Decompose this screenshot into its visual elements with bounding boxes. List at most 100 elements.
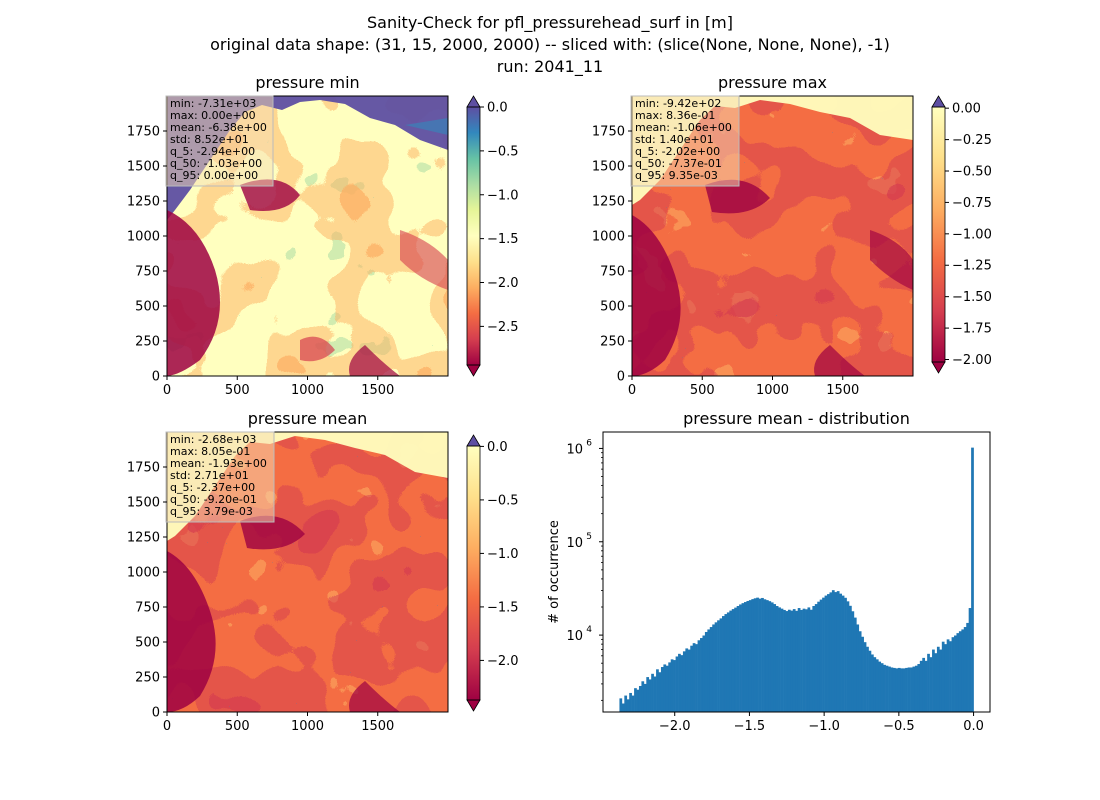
histogram-bar	[641, 681, 645, 712]
panel-title: pressure mean	[248, 409, 368, 428]
histogram-bar	[780, 608, 784, 712]
histogram-bar	[626, 699, 630, 712]
histogram-bar	[624, 695, 628, 712]
histogram-bar	[824, 595, 828, 712]
histogram-bar	[648, 679, 652, 712]
histogram-bar	[944, 644, 947, 712]
panel-distribution: pressure mean - distribution −2.0 −1.5 −1.…	[547, 409, 991, 734]
colorbar-tick-label: −1.00	[952, 227, 992, 242]
histogram-bar	[905, 667, 908, 712]
histogram-bar	[675, 656, 679, 712]
histogram-bar	[817, 601, 821, 712]
histogram-bar	[670, 659, 674, 712]
colorbar-tick-label: −1.50	[952, 290, 992, 305]
histogram-bar	[631, 695, 635, 712]
y-tick-label: 750	[135, 601, 160, 616]
histogram-bar	[658, 672, 662, 712]
panel-title: pressure mean - distribution	[683, 409, 910, 428]
stat-line: q_95: 9.35e-03	[635, 169, 718, 182]
histogram-bar	[792, 609, 796, 712]
colorbar: 0.0 −0.5 −1.0 −1.5 −2.0 −2.5	[466, 95, 519, 377]
histogram-bar	[929, 657, 933, 712]
histogram-bar	[800, 609, 803, 712]
histogram-bar	[690, 645, 694, 712]
stat-line: q_50: -7.37e-01	[635, 157, 722, 170]
histogram-bar	[709, 627, 713, 712]
y-tick-label: 750	[135, 265, 160, 280]
histogram-bar	[868, 650, 872, 712]
histogram-bar	[719, 618, 723, 712]
histogram-bar	[697, 640, 701, 712]
histogram-bar	[856, 624, 860, 712]
histogram-bar	[870, 654, 874, 712]
colorbar-tick-label: −2.0	[487, 276, 519, 291]
histogram-bar	[873, 657, 877, 712]
histogram-bar	[790, 610, 794, 712]
histogram-bar	[758, 598, 762, 712]
histogram-bar	[846, 601, 850, 712]
histogram-bar	[932, 649, 935, 712]
heatmap-axes: 0 500 1000 1500 0 250 500 750 1000 1250 1500 1750	[127, 461, 394, 735]
y-tick-label: 1250	[127, 195, 160, 210]
histogram-bar	[775, 606, 779, 712]
histogram-bar	[910, 667, 913, 712]
y-tick-label: 1000	[127, 566, 160, 581]
histogram-bar	[831, 590, 835, 712]
histogram-bar	[849, 605, 852, 712]
histogram-bar	[770, 602, 774, 712]
stat-line: q_5: -2.37e+00	[170, 481, 255, 494]
x-tick-label: 1000	[291, 719, 324, 734]
stat-line: std: 8.52e+01	[170, 133, 249, 146]
stat-line: q_5: -2.94e+00	[170, 145, 255, 158]
histogram-bar	[787, 609, 791, 712]
histogram-bar	[778, 607, 781, 712]
y-axis-label: # of occurrence	[547, 520, 562, 624]
histogram-bar	[726, 612, 730, 712]
colorbar-gradient	[932, 107, 945, 362]
histogram-bar	[756, 597, 759, 712]
histogram-bar	[966, 622, 969, 712]
stat-line: max: 8.36e-01	[635, 109, 715, 122]
x-tick-label: 500	[690, 383, 715, 398]
heatmap-image	[632, 96, 913, 376]
histogram-bar	[897, 667, 901, 712]
panel-pressure-min: pressure min min: -7.31e+03 max: 0.00e+0…	[127, 73, 519, 398]
histogram-bar	[753, 598, 757, 712]
histogram-bar	[907, 667, 911, 712]
histogram-bar	[621, 703, 625, 712]
colorbar-gradient	[467, 107, 480, 365]
colorbar-extend-max	[466, 434, 481, 447]
histogram-bar	[700, 638, 703, 712]
histogram-bar	[717, 620, 720, 712]
histogram-bar	[656, 669, 659, 712]
y-tick-label: 1250	[592, 195, 625, 210]
histogram-bar	[954, 635, 957, 712]
histogram-bar	[678, 653, 681, 712]
histogram-bar	[734, 607, 737, 712]
stat-line: q_50: -1.03e+00	[170, 157, 262, 170]
x-tick-label: −1.5	[734, 719, 766, 734]
histogram-bar	[814, 604, 818, 712]
colorbar-tick-label: −1.75	[952, 322, 992, 337]
y-tick-label: 1750	[592, 125, 625, 140]
histogram-bar	[853, 617, 857, 712]
histogram-bar	[863, 642, 867, 712]
colorbar: 0.00 −0.25 −0.50 −0.75 −1.00 −1.25 −1.50 −1.75 −…	[931, 95, 992, 374]
colorbar-tick-label: 0.0	[487, 440, 508, 455]
x-tick-label: 500	[225, 383, 250, 398]
histogram-bar	[880, 663, 884, 712]
histogram-bar	[702, 635, 706, 712]
y-tick-label: 0	[617, 370, 625, 385]
histogram-bar	[751, 599, 755, 712]
histogram-bar	[619, 698, 623, 712]
histogram-bar	[812, 606, 816, 712]
heatmap-axes: 0 500 1000 1500 0 250 500 750 1000 1250 1500 1750	[127, 125, 394, 399]
histogram-bars	[619, 447, 974, 712]
histogram-bar	[885, 665, 889, 712]
histogram-bar	[892, 667, 896, 712]
stats-box: min: -7.31e+03 max: 0.00e+00 mean: -6.38…	[165, 95, 274, 187]
histogram-bar	[822, 597, 825, 712]
y-tick-label: 10	[566, 536, 583, 551]
stat-line: max: 0.00e+00	[170, 109, 256, 122]
